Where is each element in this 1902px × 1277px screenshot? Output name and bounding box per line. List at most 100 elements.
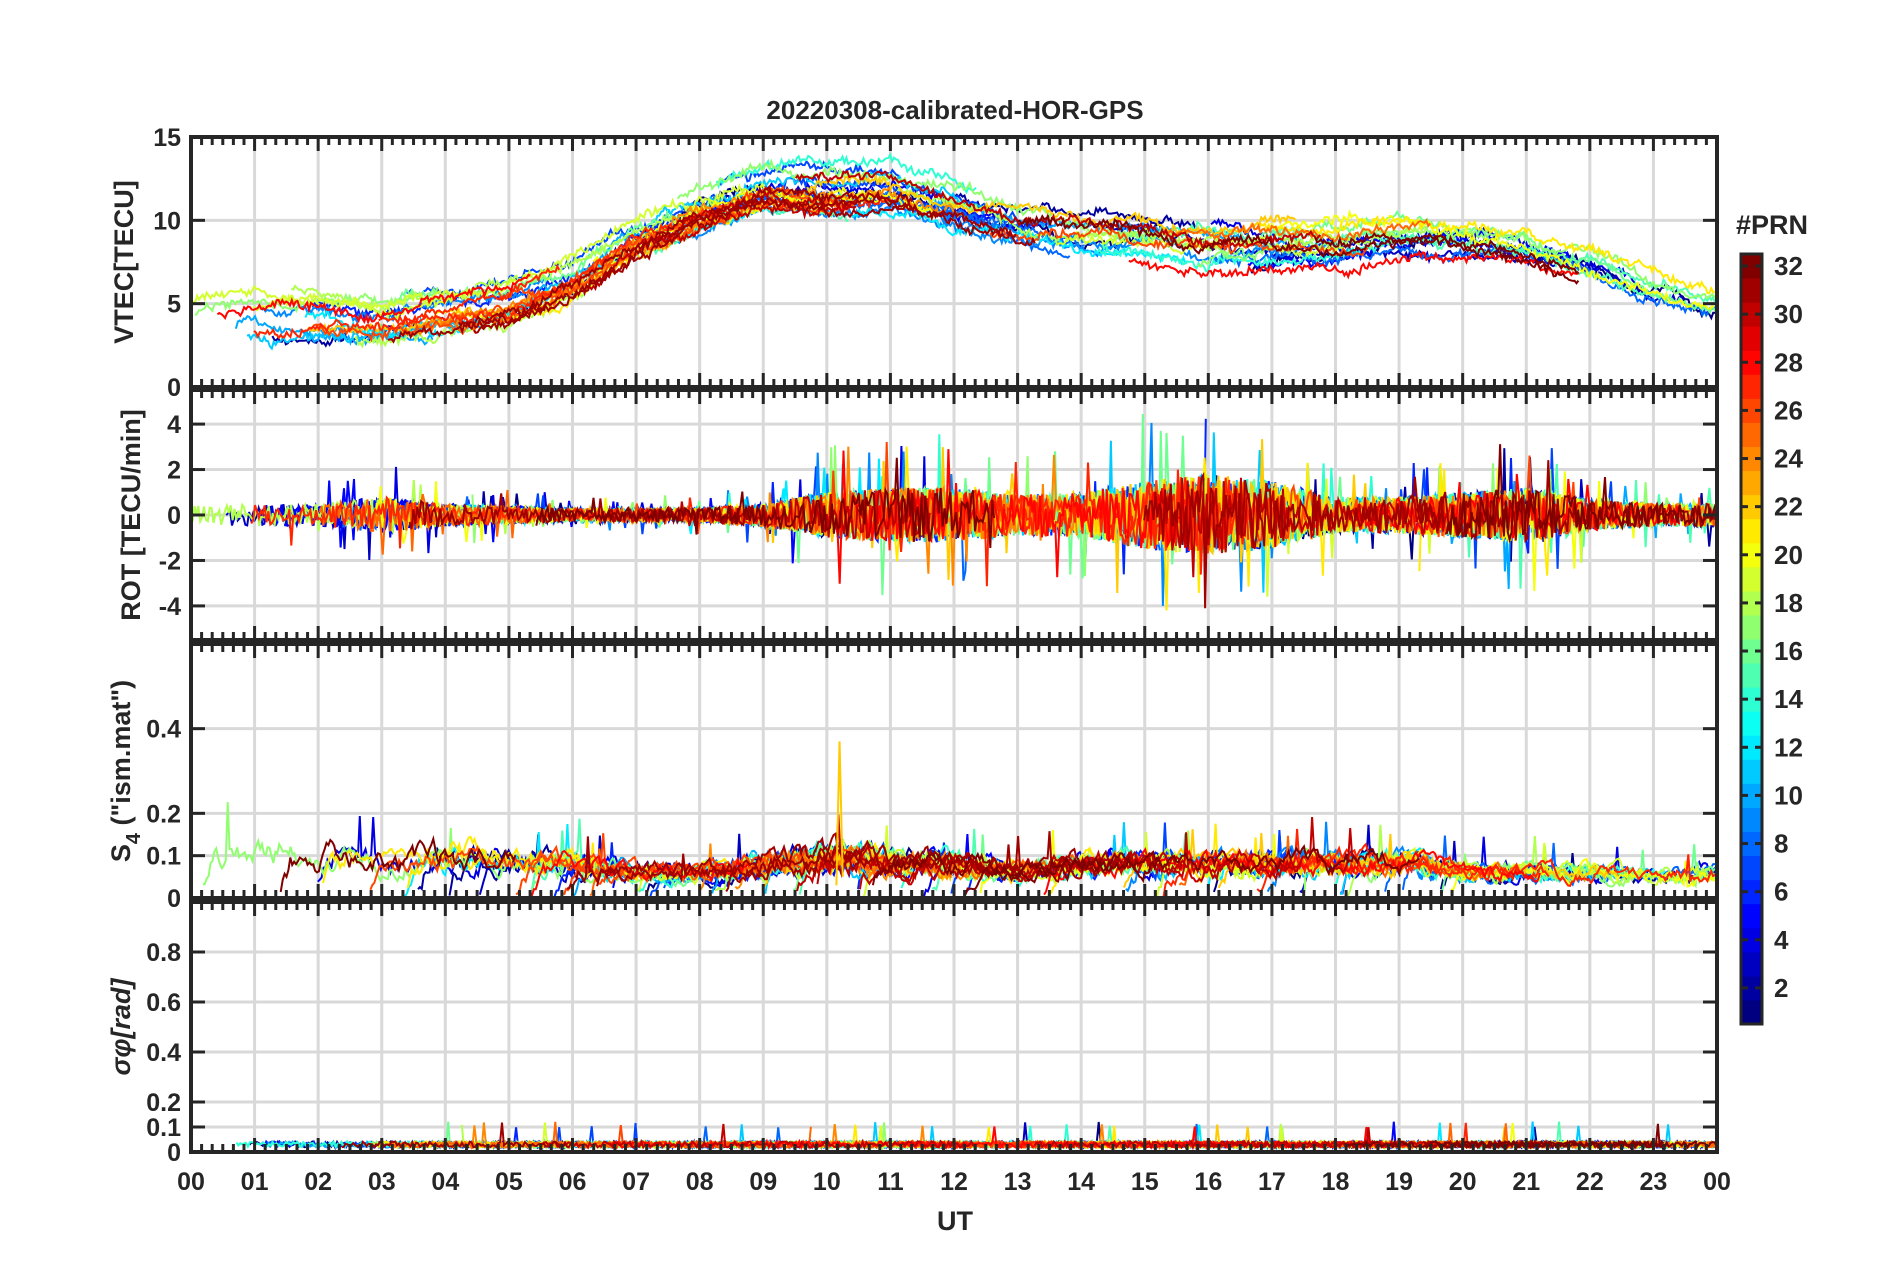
colorbar-tick-label: 28	[1774, 347, 1803, 377]
y-tick-label: 15	[153, 124, 181, 152]
panel-1: 0 5 10 15 VTEC[TECU]	[109, 124, 1719, 402]
trace-prn-31	[725, 836, 1136, 892]
colorbar-bin	[1741, 254, 1762, 279]
x-tick-label: 01	[241, 1168, 269, 1196]
y-tick-label: 0.6	[146, 989, 181, 1017]
colorbar-tick-label: 32	[1774, 251, 1803, 281]
panel-3: 0 0.1 0.2 0.4S4 ("ism.mat")	[106, 642, 1719, 913]
trace-prn-32	[535, 457, 996, 548]
colorbar-tick-label: 26	[1774, 395, 1803, 425]
colorbar-tick-label: 6	[1774, 877, 1788, 907]
x-tick-label: 22	[1576, 1168, 1604, 1196]
panel-4: 00.10.2 0.4 0.6 0.8 σφ[rad]	[106, 900, 1719, 1167]
colorbar-bin	[1741, 759, 1762, 784]
colorbar-tick-label: 24	[1774, 444, 1803, 474]
colorbar-bin	[1741, 590, 1762, 616]
x-axis-label: UT	[937, 1206, 973, 1236]
trace-prn-14	[1096, 241, 1387, 273]
colorbar-tick-label: 12	[1774, 732, 1803, 762]
colorbar-tick-label: 30	[1774, 299, 1803, 329]
x-tick-label: 02	[304, 1168, 332, 1196]
axes-box	[189, 388, 1719, 642]
colorbar-bin	[1741, 278, 1762, 303]
colorbar-bin	[1741, 302, 1762, 327]
panel-2: -4 -2 0 2 4 ROT [TECU/min]	[116, 388, 1719, 642]
x-tick-label: 04	[431, 1168, 459, 1196]
x-tick-label: 14	[1067, 1168, 1095, 1196]
y-axis-label: S4 ("ism.mat")	[106, 680, 145, 862]
colorbar-bin	[1741, 831, 1762, 857]
colorbar-bin	[1741, 446, 1762, 472]
axes-box	[189, 642, 1719, 900]
y-tick-label: 5	[167, 291, 181, 319]
colorbar-tick-label: 10	[1774, 780, 1803, 810]
x-tick-label: 06	[559, 1168, 587, 1196]
colorbar-bin	[1741, 326, 1762, 351]
x-tick-label: 18	[1322, 1168, 1350, 1196]
trace-prn-25	[1163, 218, 1431, 244]
x-tick-label: 16	[1194, 1168, 1222, 1196]
trace-prn-31	[458, 196, 1017, 328]
trace-prn-25	[318, 493, 551, 555]
colorbar-bin	[1741, 711, 1762, 736]
x-tick-label: 20	[1449, 1168, 1477, 1196]
trace-prn-31	[473, 193, 1036, 334]
y-tick-label: 0	[167, 374, 181, 402]
colorbar-bin	[1741, 639, 1762, 664]
trace-prn-20	[1270, 209, 1715, 310]
colorbar-bin	[1741, 879, 1762, 905]
trace-prn-31	[596, 832, 865, 887]
colorbar-bin	[1741, 398, 1762, 423]
colorbar-bin	[1741, 494, 1762, 520]
x-tick-label: 19	[1385, 1168, 1413, 1196]
axes-box	[189, 900, 1719, 1154]
colorbar-tick-label: 2	[1774, 973, 1788, 1003]
colorbar-bin	[1741, 783, 1762, 808]
colorbar-bin	[1741, 614, 1762, 640]
colorbar-bin	[1741, 542, 1762, 568]
colorbar-bin	[1741, 374, 1762, 399]
y-tick-label: 0	[167, 502, 181, 530]
trace-prn-28	[216, 273, 531, 326]
y-tick-label: 0.4	[146, 716, 181, 744]
y-tick-label: 0.1	[146, 1114, 181, 1142]
colorbar-bin	[1741, 687, 1762, 712]
colorbar-tick-label: 8	[1774, 829, 1788, 859]
colorbar-bin	[1741, 663, 1762, 688]
y-tick-label: 0.4	[146, 1039, 181, 1067]
x-tick-label: 23	[1640, 1168, 1668, 1196]
y-axis-label: σφ[rad]	[106, 978, 136, 1076]
trace-prn-30	[795, 169, 1322, 250]
trace-prn-26	[989, 226, 1369, 258]
x-tick-label: 10	[813, 1168, 841, 1196]
trace-prn-27	[253, 263, 561, 340]
colorbar-bin	[1741, 518, 1762, 544]
trace-prn-25	[395, 489, 673, 552]
trace-prn-27	[378, 195, 899, 326]
x-tick-label: 08	[686, 1168, 714, 1196]
x-tick-label: 00	[177, 1168, 205, 1196]
colorbar-bin	[1741, 470, 1762, 496]
colorbar-bin	[1741, 999, 1762, 1025]
trace-prn-19	[1054, 230, 1345, 258]
colorbar-label: #PRN	[1736, 210, 1808, 240]
trace-prn-31	[387, 184, 914, 344]
trace-prn-31	[1415, 460, 1717, 544]
colorbar-tick-label: 20	[1774, 540, 1803, 570]
trace-prn-26	[497, 184, 841, 302]
colorbar-tick-label: 22	[1774, 492, 1803, 522]
colorbar-bin	[1741, 735, 1762, 760]
colorbar-bin	[1741, 855, 1762, 881]
trace-prn-21	[1256, 215, 1716, 295]
y-tick-label: 0	[167, 1139, 181, 1167]
x-tick-label: 03	[368, 1168, 396, 1196]
x-tick-label: 00	[1703, 1168, 1731, 1196]
x-tick-label: 17	[1258, 1168, 1286, 1196]
trace-prn-24	[399, 186, 969, 329]
colorbar-bin	[1741, 566, 1762, 592]
x-tick-label: 07	[622, 1168, 650, 1196]
x-tick-label: 05	[495, 1168, 523, 1196]
trace-prn-22	[806, 173, 1297, 237]
colorbar-bin	[1741, 951, 1762, 977]
